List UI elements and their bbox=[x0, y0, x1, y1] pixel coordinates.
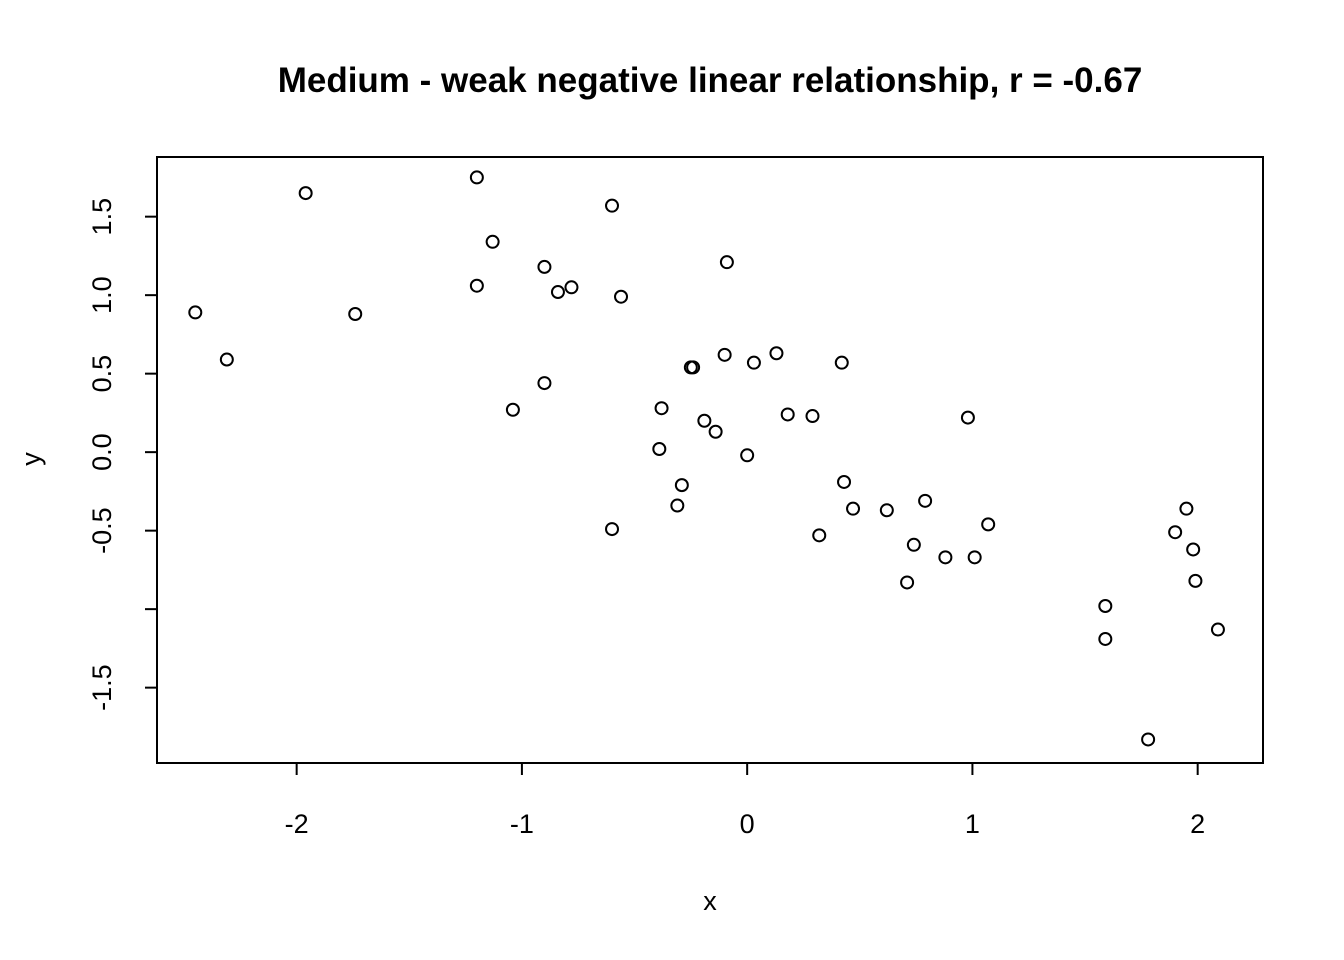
data-point bbox=[1210, 622, 1225, 637]
data-point bbox=[1186, 542, 1201, 557]
y-tick-label: 1.0 bbox=[87, 276, 117, 314]
data-point bbox=[780, 407, 795, 422]
data-point bbox=[670, 498, 685, 513]
data-point bbox=[605, 522, 620, 537]
data-point bbox=[846, 501, 861, 516]
data-point bbox=[1168, 525, 1183, 540]
data-point bbox=[537, 376, 552, 391]
data-point bbox=[485, 234, 500, 249]
data-point bbox=[981, 517, 996, 532]
data-point bbox=[879, 503, 894, 518]
data-point bbox=[550, 285, 565, 300]
data-point bbox=[188, 305, 203, 320]
data-point bbox=[298, 186, 313, 201]
data-point bbox=[564, 280, 579, 295]
y-axis-label: y bbox=[16, 452, 46, 466]
x-axis: -2 -1 0 1 2 bbox=[285, 763, 1205, 839]
x-tick-label: 0 bbox=[740, 809, 755, 839]
y-tick-label: -1.5 bbox=[87, 664, 117, 711]
y-tick-label: -0.5 bbox=[87, 507, 117, 554]
data-point bbox=[938, 550, 953, 565]
data-point bbox=[719, 255, 734, 270]
data-point bbox=[900, 575, 915, 590]
data-point bbox=[960, 410, 975, 425]
x-tick-label: -1 bbox=[510, 809, 534, 839]
data-point bbox=[906, 537, 921, 552]
data-point bbox=[686, 360, 701, 375]
data-point bbox=[505, 402, 520, 417]
data-point bbox=[674, 478, 689, 493]
y-tick-label: 0.5 bbox=[87, 355, 117, 393]
data-point bbox=[469, 278, 484, 293]
data-point bbox=[537, 259, 552, 274]
data-point bbox=[652, 442, 667, 457]
x-tick-label: 1 bbox=[965, 809, 980, 839]
data-point bbox=[1141, 732, 1156, 747]
data-point bbox=[769, 346, 784, 361]
data-point bbox=[708, 424, 723, 439]
data-point bbox=[219, 352, 234, 367]
data-point bbox=[834, 355, 849, 370]
data-point bbox=[918, 493, 933, 508]
y-axis: -1.5 -0.5 0.0 0.5 1.0 1.5 bbox=[87, 198, 157, 711]
x-tick-label: -2 bbox=[285, 809, 309, 839]
y-tick-label: 1.5 bbox=[87, 198, 117, 236]
data-point bbox=[1179, 501, 1194, 516]
data-point bbox=[967, 550, 982, 565]
y-tick-label: 0.0 bbox=[87, 433, 117, 471]
data-point bbox=[614, 289, 629, 304]
data-point bbox=[805, 409, 820, 424]
chart-title: Medium - weak negative linear relationsh… bbox=[278, 61, 1143, 100]
plot-frame bbox=[156, 156, 1264, 764]
data-point bbox=[1098, 599, 1113, 614]
data-point bbox=[654, 401, 669, 416]
data-point bbox=[605, 198, 620, 213]
data-point bbox=[812, 528, 827, 543]
data-point bbox=[717, 347, 732, 362]
x-axis-label: x bbox=[703, 886, 717, 916]
data-point bbox=[1098, 631, 1113, 646]
data-point bbox=[746, 355, 761, 370]
data-points bbox=[188, 170, 1225, 747]
data-point bbox=[697, 413, 712, 428]
data-point bbox=[348, 306, 363, 321]
data-point bbox=[1188, 573, 1203, 588]
x-tick-label: 2 bbox=[1190, 809, 1205, 839]
data-point bbox=[740, 448, 755, 463]
data-point bbox=[837, 474, 852, 489]
data-point bbox=[469, 170, 484, 185]
